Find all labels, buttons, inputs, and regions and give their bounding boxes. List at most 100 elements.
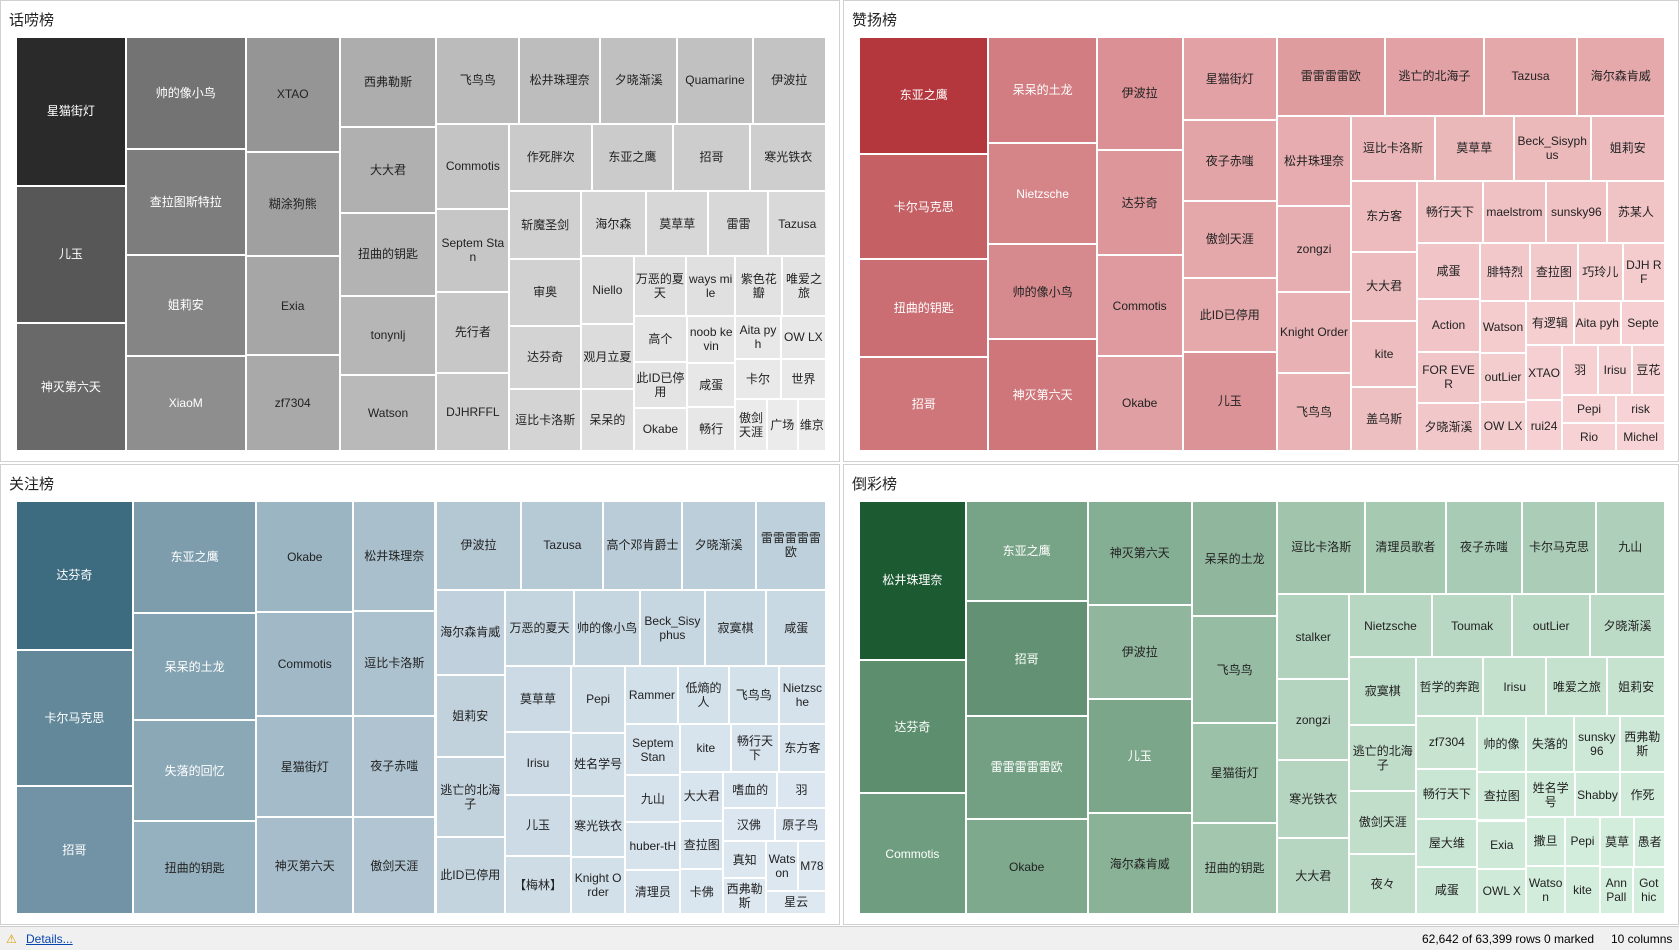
tile: risk — [1616, 395, 1665, 424]
tile-label: Action — [1431, 318, 1466, 333]
tile-label: Tazusa — [778, 216, 817, 231]
tile: 畅行天下 — [1416, 768, 1478, 820]
tile: 作死 — [1620, 772, 1665, 818]
tile-label: 万恶的夏天 — [635, 272, 684, 301]
tile-label: 咸蛋 — [699, 378, 724, 393]
tile-label: 畅行天下 — [1422, 787, 1471, 802]
tile-label: 姐莉安 — [1618, 679, 1655, 694]
tile-label: OWL X — [1482, 884, 1521, 899]
tile: 清理员 — [625, 869, 681, 914]
tile: 海尔森肯威 — [1087, 813, 1192, 914]
tile-label: 羽 — [795, 782, 808, 797]
tile-label: 清理员 — [634, 884, 671, 899]
tile-label: Watson — [367, 405, 409, 420]
tile-label: 卡尔马克思 — [893, 199, 954, 214]
tile-label: zf7304 — [274, 396, 311, 411]
tile-label: Irisu — [526, 756, 550, 771]
tile-label: Ann Pall — [1605, 876, 1627, 905]
tile-label: FOR EVER — [1422, 363, 1475, 392]
tile-label: 哲学的奔跑 — [1419, 679, 1480, 694]
tile: 维京 — [797, 398, 826, 451]
tile: 盖乌斯 — [1351, 386, 1418, 451]
tile: 撒旦 — [1526, 817, 1565, 866]
tile: Okabe — [633, 407, 687, 451]
tile-label: 世界 — [791, 371, 816, 386]
tile: 卡佛 — [680, 869, 724, 914]
tile-label: 呆呆的土龙 — [164, 659, 225, 674]
tile-label: 逗比卡洛斯 — [1362, 141, 1423, 156]
tile-label: 东亚之鹰 — [899, 88, 948, 103]
tile-label: Exia — [281, 298, 305, 313]
tile: 西弗勒斯 — [723, 877, 767, 914]
tile: Watson — [339, 374, 437, 451]
tile: 西弗勒斯 — [1619, 715, 1665, 773]
tile-label: tonynlj — [370, 328, 406, 343]
tile: 姓名学号 — [570, 732, 626, 797]
tile: Aita pyh — [1573, 300, 1621, 346]
tile: 世界 — [780, 359, 826, 399]
tile-label: 夜子赤嗤 — [370, 759, 419, 774]
details-link[interactable]: Details... — [26, 932, 73, 946]
tile: Pepi — [570, 665, 626, 733]
tile: Septem Stan — [436, 208, 510, 292]
tile-label: 傲剑天涯 — [738, 410, 763, 439]
tile-label: maelstrom — [1486, 205, 1543, 220]
tile-label: 作死胖次 — [526, 150, 575, 165]
tile: 审奥 — [509, 259, 581, 326]
tile: Tazusa — [768, 190, 826, 257]
tile-label: 唯爱之旅 — [786, 272, 823, 301]
tile: 逗比卡洛斯 — [1351, 115, 1435, 181]
tile-label: 九山 — [640, 791, 665, 806]
tile: OWL X — [1477, 868, 1527, 914]
tile: 儿玉 — [505, 795, 571, 856]
tile: Michel — [1616, 423, 1665, 451]
tile: 神灭第六天 — [1087, 501, 1192, 606]
tile: 姐莉安 — [1590, 115, 1665, 181]
tile: 寒光铁衣 — [570, 796, 626, 857]
tile: Exia — [245, 256, 340, 356]
tile: 逗比卡洛斯 — [1277, 501, 1366, 594]
tile: 咸蛋 — [1416, 866, 1478, 914]
tile: 失落的回忆 — [132, 720, 257, 822]
tile-label: Pepi — [1577, 402, 1602, 417]
tile: 招哥 — [16, 786, 133, 914]
tile-label: 逃亡的北海子 — [1352, 743, 1413, 772]
tile: 羽 — [1561, 345, 1599, 396]
tile-label: 愚者 — [1637, 835, 1662, 850]
tile-label: 西弗勒斯 — [726, 881, 763, 910]
tile: 查拉图 — [680, 820, 724, 870]
tile-label: 达芬奇 — [1121, 195, 1158, 210]
tile: 神灭第六天 — [256, 817, 354, 914]
tile: 此ID已停用 — [1182, 277, 1277, 352]
tile: 星猫街灯 — [1182, 37, 1277, 121]
tile: 愚者 — [1634, 817, 1665, 867]
tile-label: 莫草草 — [1456, 141, 1493, 156]
tile: tonynlj — [339, 295, 437, 375]
tile-label: 腓特烈 — [1487, 264, 1524, 279]
tile-label: 帅的像小鸟 — [577, 620, 638, 635]
tile: 寂寞棋 — [704, 589, 767, 666]
tile-label: M78 — [800, 859, 824, 874]
panel-title: 倒彩榜 — [852, 476, 898, 493]
tile: 松井珠理奈 — [1276, 115, 1352, 206]
tile-label: 高个 — [648, 331, 673, 346]
tile-label: 海尔森 — [595, 216, 632, 231]
tile-label: Beck_Sisyphus — [1517, 134, 1587, 163]
tile-label: 姐莉安 — [452, 708, 489, 723]
tile: Commotis — [256, 612, 354, 717]
tile: 汉佛 — [723, 807, 775, 842]
tile: 九山 — [1595, 501, 1665, 594]
tile: noob kevin — [687, 315, 736, 364]
tile-label: 扭曲的钥匙 — [1204, 861, 1265, 876]
tile: 傲剑天涯 — [353, 817, 436, 914]
tile: Watson — [1526, 865, 1565, 914]
tile: 【梅林】 — [505, 855, 571, 914]
tile-label: 夕晓渐溪 — [694, 538, 743, 553]
tile-label: 帅的像 — [1483, 736, 1520, 751]
tile-label: 飞鸟鸟 — [735, 688, 772, 703]
tile-label: Irisu — [1603, 363, 1627, 378]
tile-label: Commotis — [277, 657, 332, 672]
tile: 观月立夏 — [580, 324, 634, 390]
tile: 达芬奇 — [1096, 149, 1183, 256]
tile: XiaoM — [125, 355, 246, 451]
